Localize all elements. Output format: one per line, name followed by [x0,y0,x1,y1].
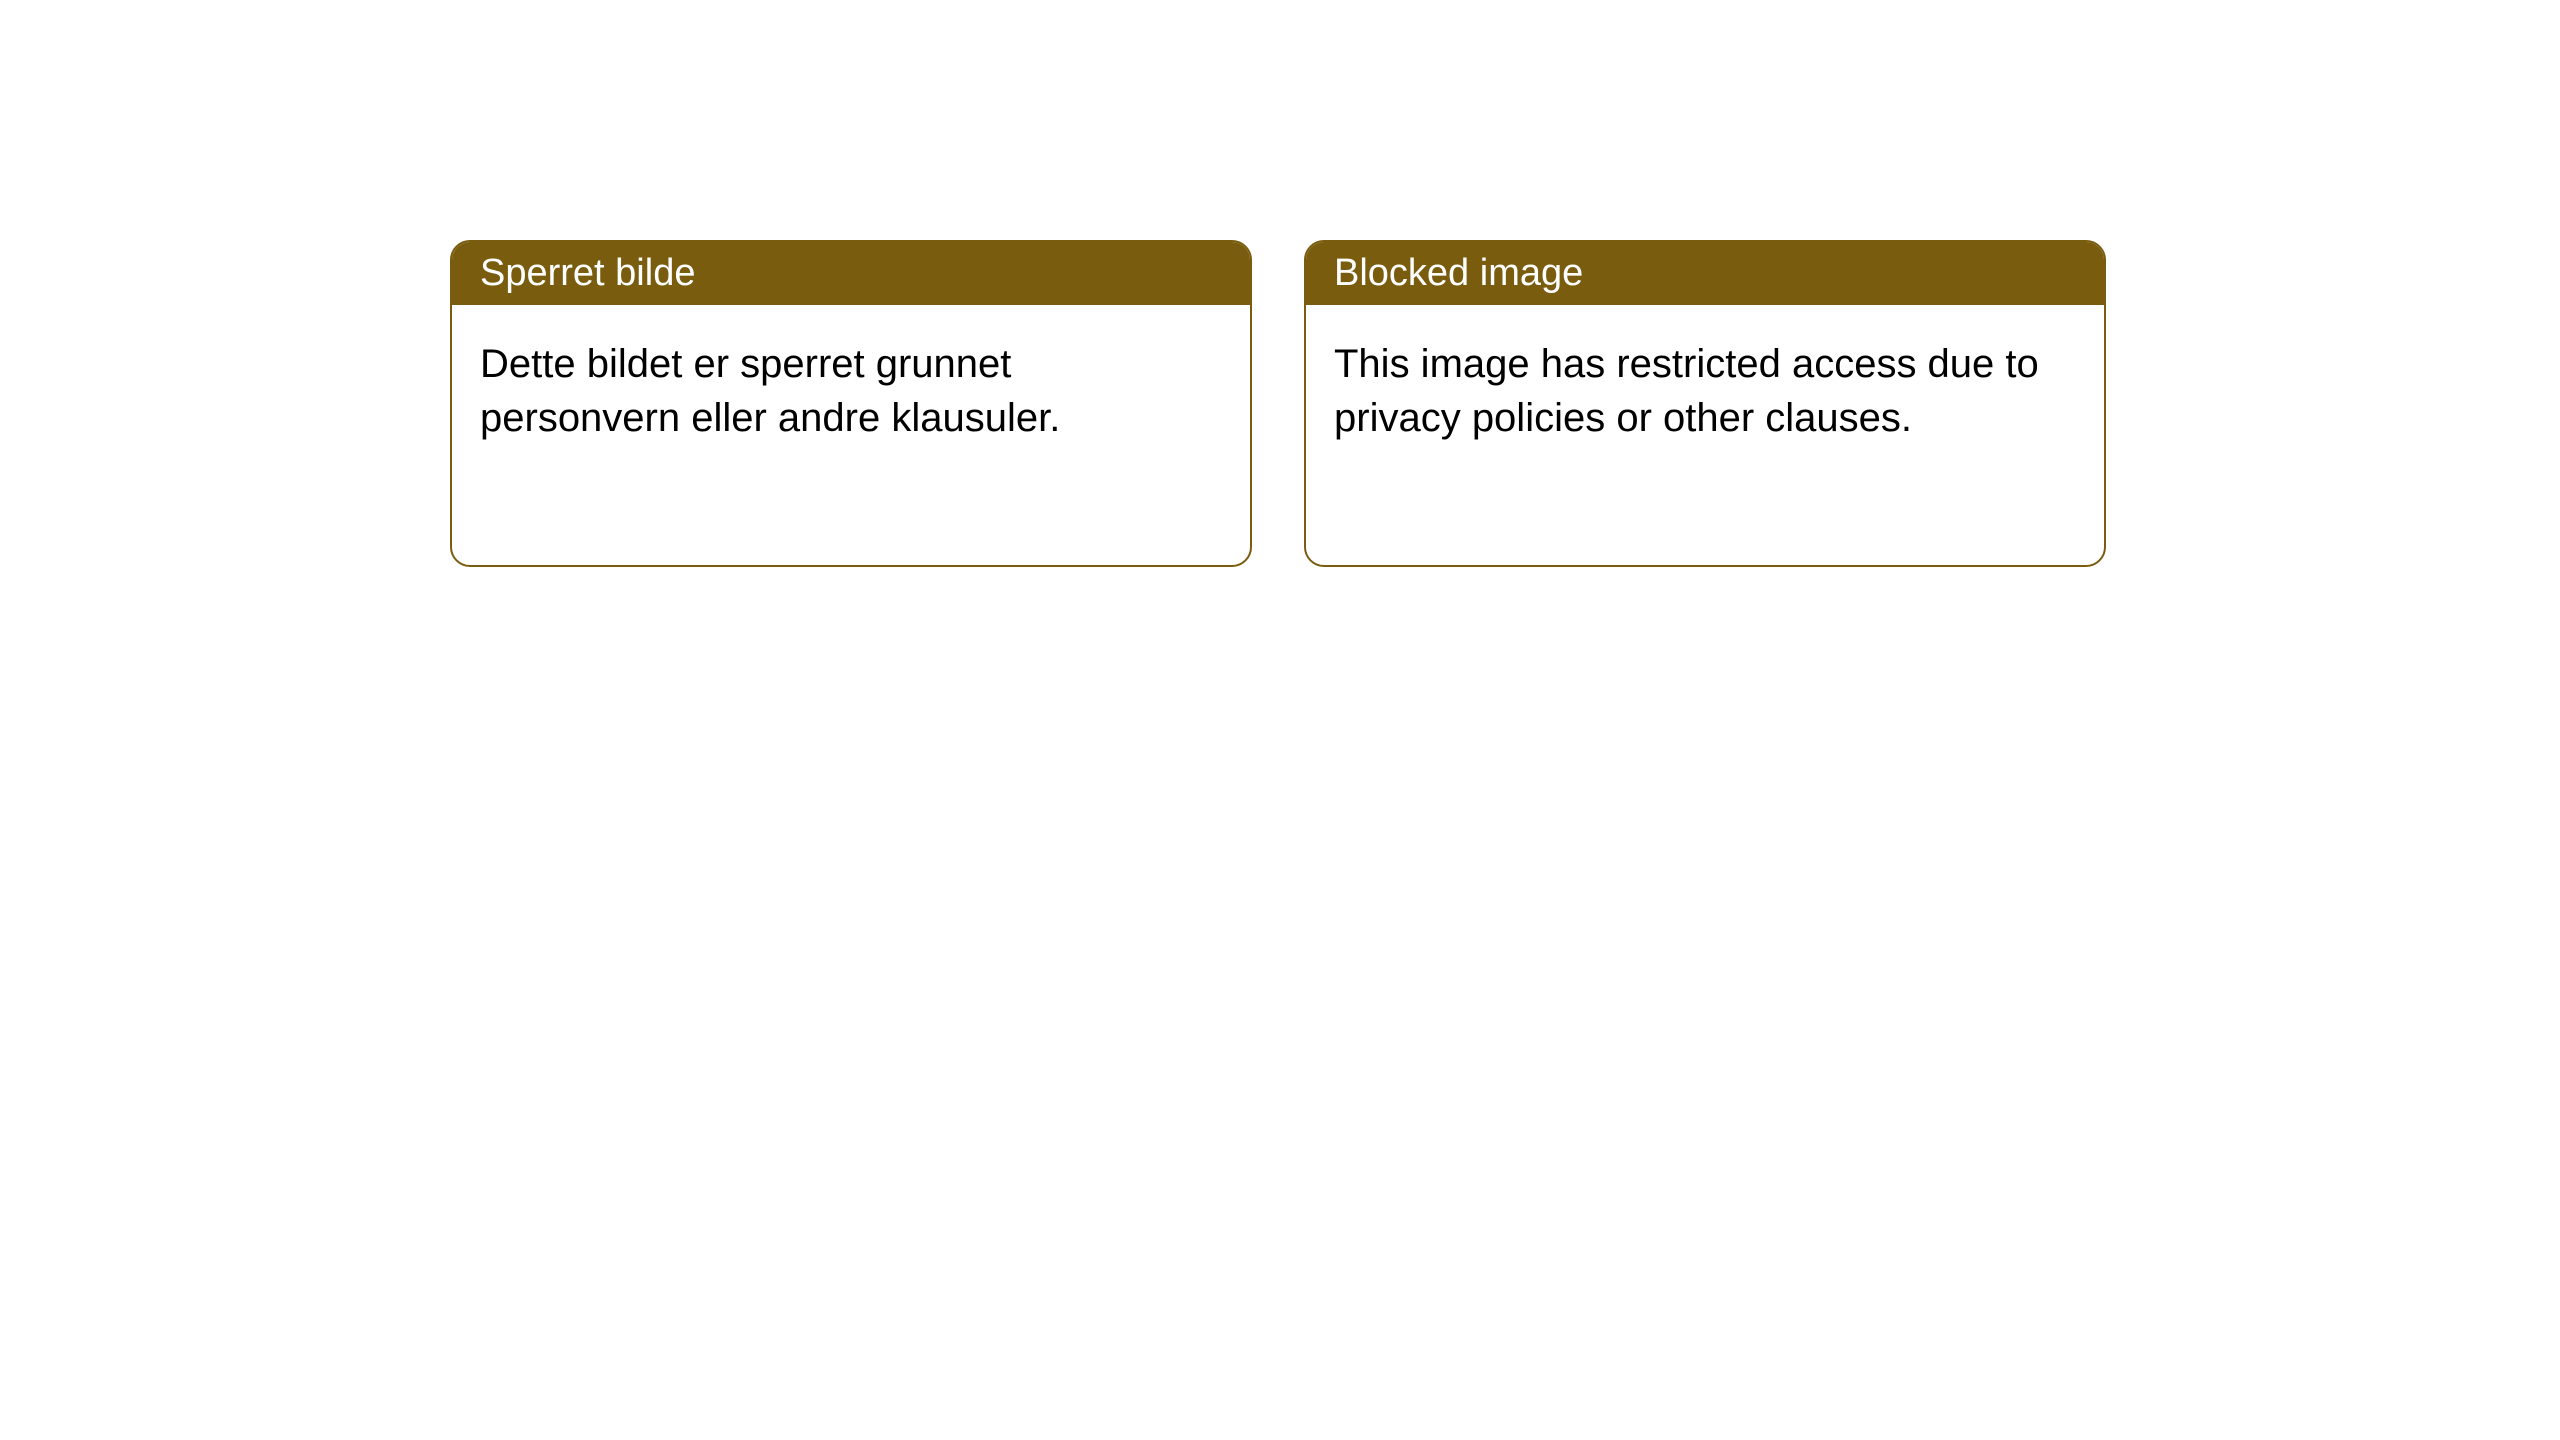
card-title: Sperret bilde [480,252,695,294]
card-body: This image has restricted access due to … [1306,305,2104,565]
card-header: Sperret bilde [452,242,1250,305]
card-title: Blocked image [1334,252,1583,294]
card-body-text: This image has restricted access due to … [1334,342,2039,440]
card-body: Dette bildet er sperret grunnet personve… [452,305,1250,565]
notice-card-norwegian: Sperret bilde Dette bildet er sperret gr… [450,240,1252,567]
notice-card-english: Blocked image This image has restricted … [1304,240,2106,567]
notice-cards-container: Sperret bilde Dette bildet er sperret gr… [450,240,2106,567]
card-header: Blocked image [1306,242,2104,305]
card-body-text: Dette bildet er sperret grunnet personve… [480,342,1060,440]
